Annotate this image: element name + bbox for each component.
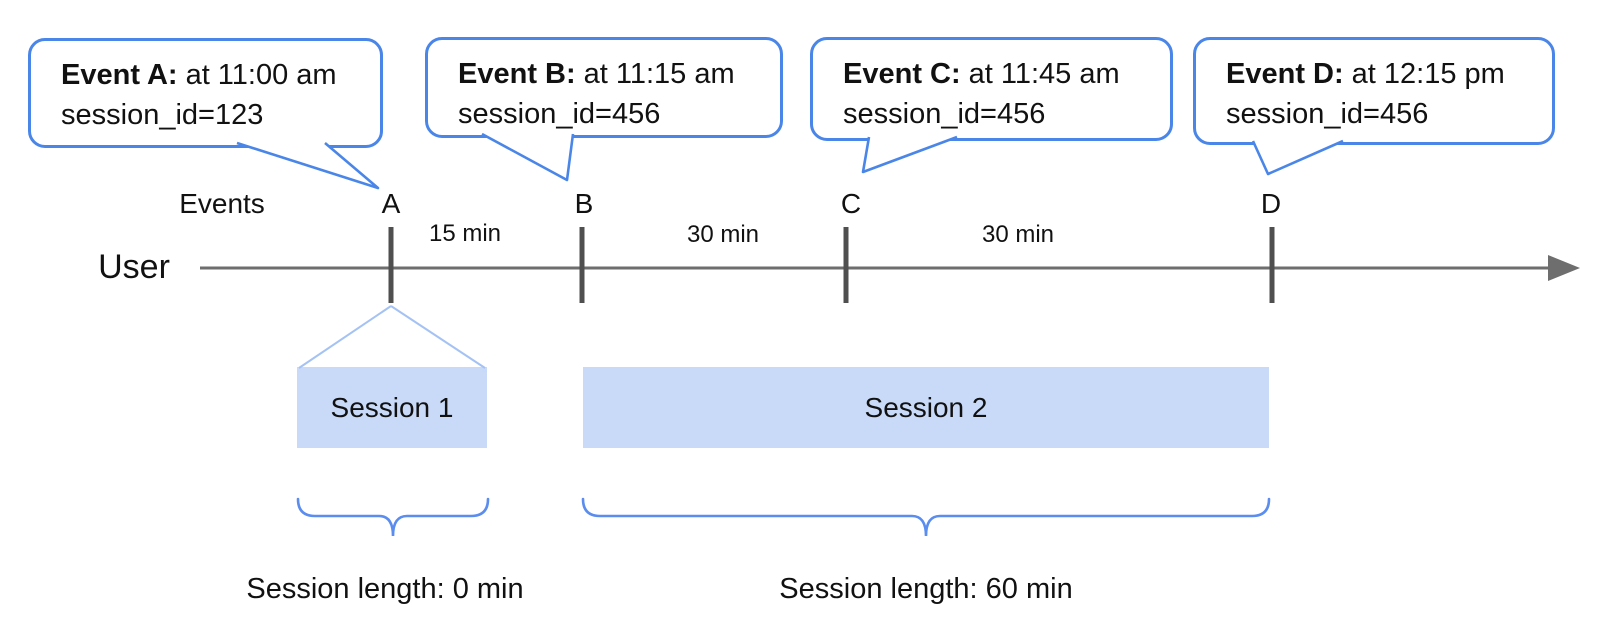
- callout-event-d-time: at 12:15 pm: [1351, 58, 1505, 90]
- callout-event-a-session-id: session_id=123: [61, 99, 264, 131]
- callout-event-c-title: Event C:: [843, 58, 961, 90]
- callout-event-d-title: Event D:: [1226, 58, 1344, 90]
- session-1-cone-left-line: [298, 305, 392, 369]
- callout-event-a-line1: Event A: at 11:00 am: [61, 55, 364, 95]
- callout-event-c-time: at 11:45 am: [968, 58, 1120, 90]
- session-2-length-label: Session length: 60 min: [779, 573, 1073, 605]
- callout-event-c-session-id: session_id=456: [843, 98, 1046, 130]
- callout-event-a-tail: [236, 141, 380, 190]
- event-marker-d: D: [1260, 188, 1282, 219]
- callout-event-a: Event A: at 11:00 am session_id=123: [28, 38, 383, 148]
- callout-event-c: Event C: at 11:45 am session_id=456: [810, 37, 1173, 141]
- interval-c-d-label: 30 min: [981, 221, 1055, 248]
- interval-b-c-label: 30 min: [686, 221, 760, 248]
- interval-a-b-label: 15 min: [428, 220, 502, 247]
- events-axis-label: Events: [179, 188, 265, 219]
- callout-event-b-tail: [481, 132, 575, 182]
- callout-event-d-line1: Event D: at 12:15 pm: [1226, 54, 1536, 94]
- session-1-brace: [296, 497, 490, 537]
- callout-event-a-time: at 11:00 am: [185, 59, 337, 91]
- callout-event-b: Event B: at 11:15 am session_id=456: [425, 37, 783, 138]
- session-1-bar: Session 1: [297, 367, 487, 448]
- timeline-arrowhead-icon: [1548, 255, 1580, 281]
- callout-event-d: Event D: at 12:15 pm session_id=456: [1193, 37, 1555, 145]
- session-1-cone-right-line: [390, 305, 486, 369]
- session-2-bar: Session 2: [583, 367, 1269, 448]
- callout-event-b-session-id: session_id=456: [458, 98, 661, 130]
- event-marker-a: A: [381, 188, 401, 219]
- callout-event-b-line1: Event B: at 11:15 am: [458, 54, 764, 94]
- session-2-brace: [581, 497, 1271, 537]
- user-axis-label: User: [98, 248, 170, 286]
- session-2-label: Session 2: [864, 391, 988, 423]
- event-marker-c: C: [840, 188, 862, 219]
- callout-event-b-time: at 11:15 am: [583, 58, 735, 90]
- callout-event-d-tail: [1251, 139, 1344, 176]
- callout-event-c-line1: Event C: at 11:45 am: [843, 54, 1154, 94]
- event-marker-b: B: [574, 188, 594, 219]
- callout-event-a-title: Event A:: [61, 59, 178, 91]
- session-1-length-label: Session length: 0 min: [246, 573, 524, 605]
- callout-event-c-tail: [861, 135, 958, 174]
- callout-event-b-title: Event B:: [458, 58, 576, 90]
- callout-event-d-session-id: session_id=456: [1226, 98, 1429, 130]
- session-1-label: Session 1: [330, 391, 454, 423]
